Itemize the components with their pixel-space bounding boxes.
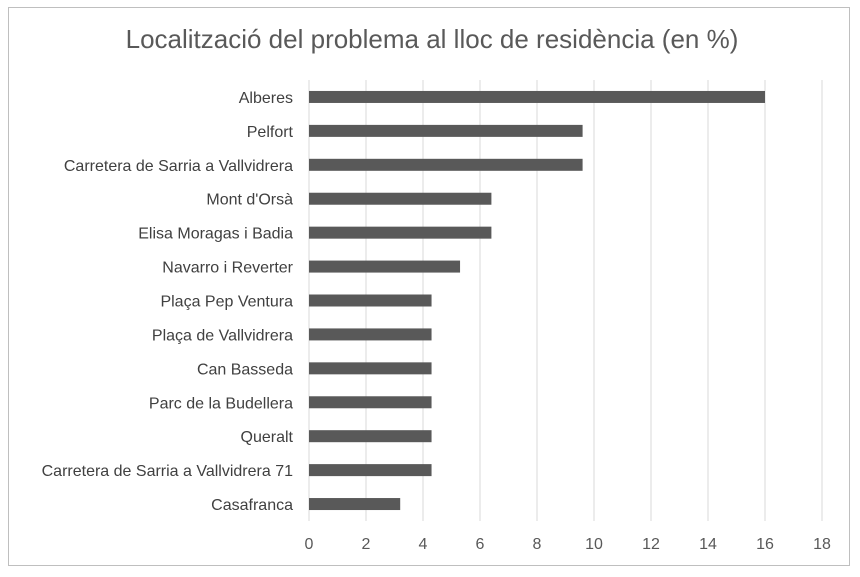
bar — [309, 396, 432, 409]
x-tick-label: 10 — [585, 536, 603, 553]
bar — [309, 430, 432, 443]
category-label: Elisa Moragas i Badia — [138, 226, 293, 243]
category-label: Pelfort — [247, 124, 294, 141]
category-label: Casafranca — [211, 497, 293, 514]
bar — [309, 226, 492, 239]
bar — [309, 158, 583, 171]
category-label: Mont d'Orsà — [206, 192, 293, 209]
category-label: Can Basseda — [197, 361, 293, 378]
bar — [309, 294, 432, 307]
category-label: Navarro i Reverter — [162, 260, 293, 277]
category-label: Plaça Pep Ventura — [160, 294, 293, 311]
x-tick-label: 18 — [813, 536, 831, 553]
x-tick-label: 0 — [305, 536, 314, 553]
bar — [309, 328, 432, 341]
bar — [309, 124, 583, 137]
x-tick-label: 4 — [419, 536, 428, 553]
chart-frame: Localització del problema al lloc de res… — [8, 7, 850, 566]
x-tick-label: 12 — [642, 536, 660, 553]
bar-layer — [309, 90, 765, 511]
x-tick-label: 6 — [476, 536, 485, 553]
bar — [309, 498, 401, 511]
category-label: Carretera de Sarria a Vallvidrera 71 — [42, 463, 293, 480]
tick-labels: 0 2 4 6 8 10 12 14 16 18 — [305, 536, 831, 553]
chart-svg: Localització del problema al lloc de res… — [42, 24, 831, 553]
x-tick-label: 14 — [699, 536, 717, 553]
chart-title: Localització del problema al lloc de res… — [126, 24, 739, 54]
grid-layer — [308, 80, 823, 521]
x-tick-label: 16 — [756, 536, 774, 553]
x-tick-label: 2 — [362, 536, 371, 553]
category-label: Alberes — [239, 90, 293, 107]
bar — [309, 362, 432, 375]
bar — [309, 90, 765, 103]
bar — [309, 192, 492, 205]
category-label: Parc de la Budellera — [149, 395, 293, 412]
category-label: Carretera de Sarria a Vallvidrera — [64, 158, 293, 175]
x-tick-label: 8 — [533, 536, 542, 553]
bar — [309, 260, 461, 273]
category-labels: Alberes Pelfort Carretera de Sarria a Vall… — [42, 90, 294, 514]
category-label: Queralt — [241, 429, 294, 446]
category-label: Plaça de Vallvidrera — [152, 327, 293, 344]
bar — [309, 464, 432, 477]
